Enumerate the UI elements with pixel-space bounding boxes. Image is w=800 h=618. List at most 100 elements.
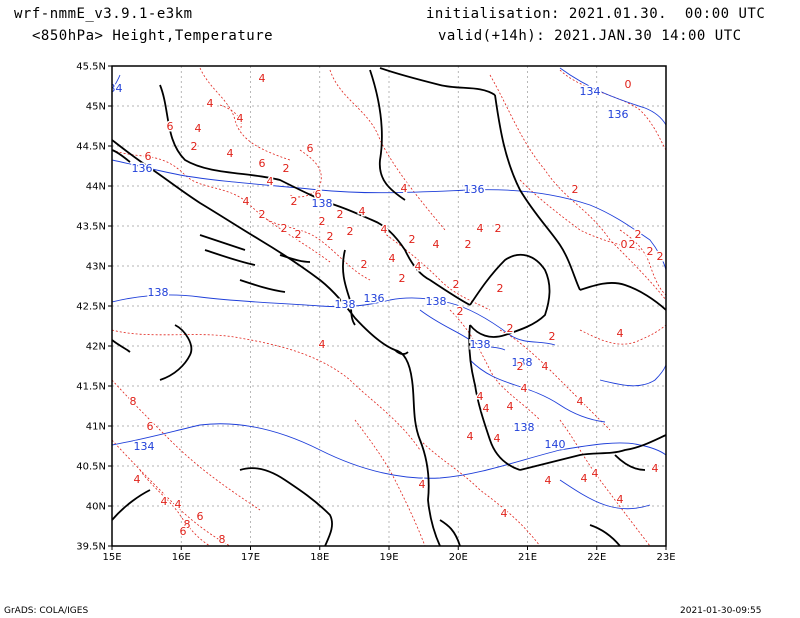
temperature-contour-label: 6 <box>315 188 322 201</box>
temperature-contour-label: 2 <box>635 228 642 241</box>
temperature-contour-label: 2 <box>399 272 406 285</box>
temperature-contour-label: 4 <box>419 478 426 491</box>
lat-tick-label: 44.5N <box>76 142 106 153</box>
temperature-contour-label: 2 <box>657 250 664 263</box>
axis-ticks: 15E 16E 17E 18E 19E 20E 21E 22E 23E 45.5N 45N 44.5N… <box>76 62 675 564</box>
model-title: wrf-nmmE_v3.9.1-e3km <box>14 6 193 22</box>
lat-lon-grid <box>112 66 666 546</box>
height-contour-label: 138 <box>512 356 533 369</box>
temperature-contour-label: 4 <box>207 97 214 110</box>
height-contour-label: 134 <box>102 82 123 95</box>
footer-timestamp: 2021-01-30-09:55 <box>680 606 762 616</box>
lon-tick-label: 16E <box>172 552 191 563</box>
temperature-contour-label: 6 <box>259 157 266 170</box>
field-title: <850hPa> Height,Temperature <box>32 28 274 44</box>
temperature-contour-label: 6 <box>197 510 204 523</box>
temperature-contour-label: 2 <box>191 140 198 153</box>
lat-tick-label: 45N <box>86 102 106 113</box>
temperature-contour-label: 4 <box>134 473 141 486</box>
lon-tick-label: 20E <box>449 552 468 563</box>
lon-tick-label: 17E <box>241 552 260 563</box>
temperature-contour-label: 2 <box>319 215 326 228</box>
temperature-contour-label: 4 <box>507 400 514 413</box>
lat-tick-label: 41N <box>86 422 106 433</box>
temperature-contour-label: 2 <box>549 330 556 343</box>
lat-tick-label: 43N <box>86 262 106 273</box>
lat-tick-label: 40.5N <box>76 462 106 473</box>
lat-tick-label: 41.5N <box>76 382 106 393</box>
temperature-contour-label: 8 <box>219 533 226 546</box>
temperature-contour-label: 4 <box>617 493 624 506</box>
temperature-contour-label: 2 <box>283 162 290 175</box>
temperature-contour-label: 2 <box>495 222 502 235</box>
lat-tick-label: 40N <box>86 502 106 513</box>
temperature-contour-label: 2 <box>647 245 654 258</box>
temperature-contour-label: 8 <box>130 395 137 408</box>
temperature-contour-label: 2 <box>361 258 368 271</box>
temperature-contour-label: 2 <box>465 238 472 251</box>
height-contour-label: 134 <box>580 85 601 98</box>
lat-tick-label: 39.5N <box>76 542 106 553</box>
lat-tick-label: 42N <box>86 342 106 353</box>
temperature-contour-label: 4 <box>581 472 588 485</box>
temperature-contour-label: 4 <box>415 260 422 273</box>
lat-tick-label: 44N <box>86 182 106 193</box>
temperature-contour-label: 4 <box>401 182 408 195</box>
temperature-contour-label: 2 <box>347 225 354 238</box>
temperature-contour-label: 0 <box>625 78 632 91</box>
height-contour-label: 138 <box>514 421 535 434</box>
temperature-contour-label: 2 <box>409 233 416 246</box>
temperature-contour-label: 2 <box>291 195 298 208</box>
height-contour-label: 136 <box>608 108 629 121</box>
temperature-contour-label: 4 <box>319 338 326 351</box>
lon-tick-label: 22E <box>587 552 606 563</box>
temperature-contour-label: 4 <box>577 395 584 408</box>
valid-time: valid(+14h): 2021.JAN.30 14:00 UTC <box>438 28 742 44</box>
temperature-contour-label: 2 <box>259 208 266 221</box>
temperature-contour-label: 2 <box>327 230 334 243</box>
temperature-contour-label: 4 <box>227 147 234 160</box>
height-contour-label: 138 <box>470 338 491 351</box>
lon-tick-label: 19E <box>379 552 398 563</box>
temperature-contours <box>112 67 666 546</box>
lon-tick-label: 15E <box>102 552 121 563</box>
temperature-contour-label: 6 <box>167 120 174 133</box>
temperature-contour-label: 6 <box>307 142 314 155</box>
temperature-contour-label: 2 <box>629 238 636 251</box>
temperature-contour-label: 4 <box>161 495 168 508</box>
temperature-contour-label: 2 <box>497 282 504 295</box>
coastlines-borders <box>112 67 666 546</box>
temperature-contour-label: 4 <box>243 195 250 208</box>
lon-tick-label: 23E <box>656 552 675 563</box>
temperature-contour-label: 4 <box>501 507 508 520</box>
temperature-contour-label: 4 <box>477 390 484 403</box>
temperature-contour-label: 4 <box>267 175 274 188</box>
height-contour-label: 138 <box>148 286 169 299</box>
temperature-contour-label: 6 <box>145 150 152 163</box>
lon-tick-label: 21E <box>518 552 537 563</box>
temperature-contour-label: 2 <box>281 222 288 235</box>
temperature-contour-label: 6 <box>180 525 187 538</box>
temperature-contour-label: 4 <box>389 252 396 265</box>
temperature-contour-label: 4 <box>381 223 388 236</box>
lat-tick-label: 42.5N <box>76 302 106 313</box>
temperature-contour-label: 4 <box>195 122 202 135</box>
temperature-contour-label: 4 <box>237 112 244 125</box>
temperature-contour-label: 2 <box>517 360 524 373</box>
lat-tick-label: 43.5N <box>76 222 106 233</box>
temperature-contour-label: 4 <box>433 238 440 251</box>
height-contour-label: 138 <box>312 197 333 210</box>
temperature-contour-label: 4 <box>175 498 182 511</box>
height-contour-label: 138 <box>426 295 447 308</box>
temperature-contour-label: 2 <box>453 278 460 291</box>
temperature-contour-label: 2 <box>295 228 302 241</box>
init-time: initialisation: 2021.01.30. 00:00 UTC <box>426 6 766 22</box>
temperature-contour-label: 2 <box>507 322 514 335</box>
temperature-contour-label: 4 <box>521 382 528 395</box>
height-contour-label: 138 <box>335 298 356 311</box>
height-contour-label: 136 <box>132 162 153 175</box>
footer-credit: GrADS: COLA/IGES <box>4 606 89 616</box>
temperature-contour-label: 4 <box>652 462 659 475</box>
height-contour-label: 134 <box>134 440 155 453</box>
